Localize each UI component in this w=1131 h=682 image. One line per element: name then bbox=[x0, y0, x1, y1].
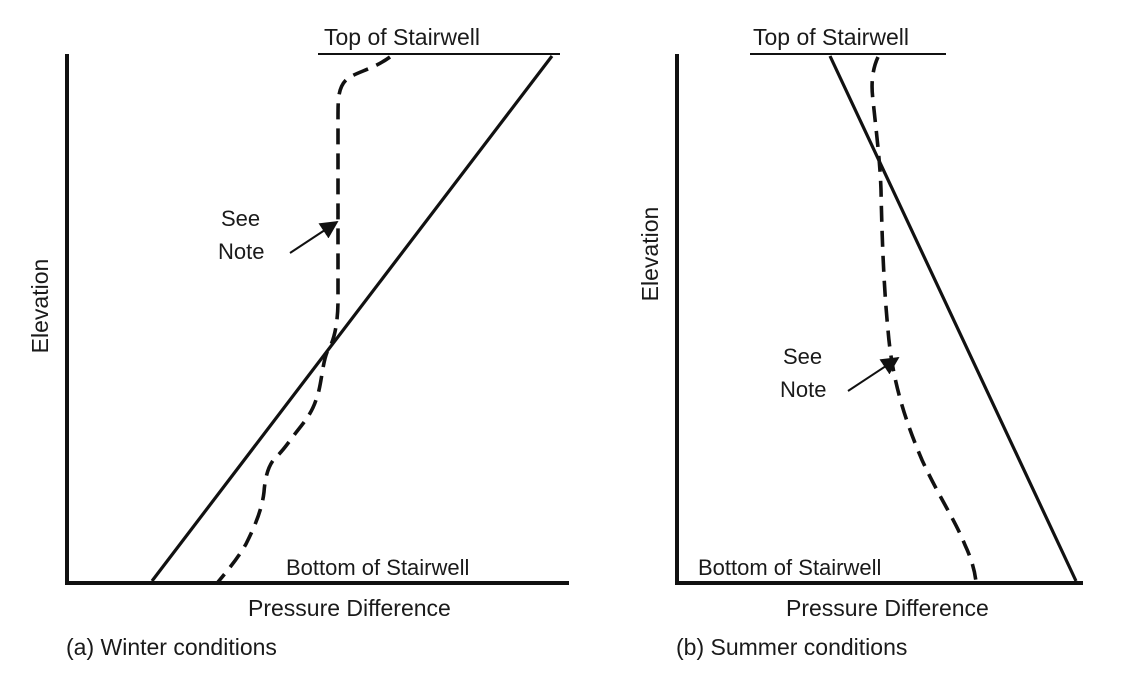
summer-top-label: Top of Stairwell bbox=[753, 24, 909, 50]
panel-summer: Top of Stairwell See Note Bottom of Stai… bbox=[637, 24, 1083, 660]
winter-top-label: Top of Stairwell bbox=[324, 24, 480, 50]
winter-note-line2: Note bbox=[218, 239, 264, 264]
winter-caption: (a) Winter conditions bbox=[66, 634, 277, 660]
summer-bottom-label: Bottom of Stairwell bbox=[698, 555, 881, 580]
panel-winter: Top of Stairwell See Note Bottom of Stai… bbox=[27, 24, 569, 660]
summer-x-axis-label: Pressure Difference bbox=[786, 595, 989, 621]
summer-note-arrow bbox=[847, 357, 900, 392]
summer-dashed-curve bbox=[870, 56, 978, 583]
summer-note-line2: Note bbox=[780, 377, 826, 402]
winter-pressure-line bbox=[150, 55, 554, 582]
summer-note-line1: See bbox=[783, 344, 822, 369]
summer-caption: (b) Summer conditions bbox=[676, 634, 907, 660]
winter-dashed-curve bbox=[216, 55, 392, 584]
winter-x-axis-label: Pressure Difference bbox=[248, 595, 451, 621]
summer-y-axis-label: Elevation bbox=[637, 207, 663, 302]
winter-note-arrow bbox=[289, 221, 339, 254]
winter-note-line1: See bbox=[221, 206, 260, 231]
winter-bottom-label: Bottom of Stairwell bbox=[286, 555, 469, 580]
summer-axes bbox=[675, 54, 1083, 585]
winter-y-axis-label: Elevation bbox=[27, 259, 53, 354]
summer-pressure-line bbox=[828, 55, 1078, 582]
winter-axes bbox=[65, 54, 569, 585]
